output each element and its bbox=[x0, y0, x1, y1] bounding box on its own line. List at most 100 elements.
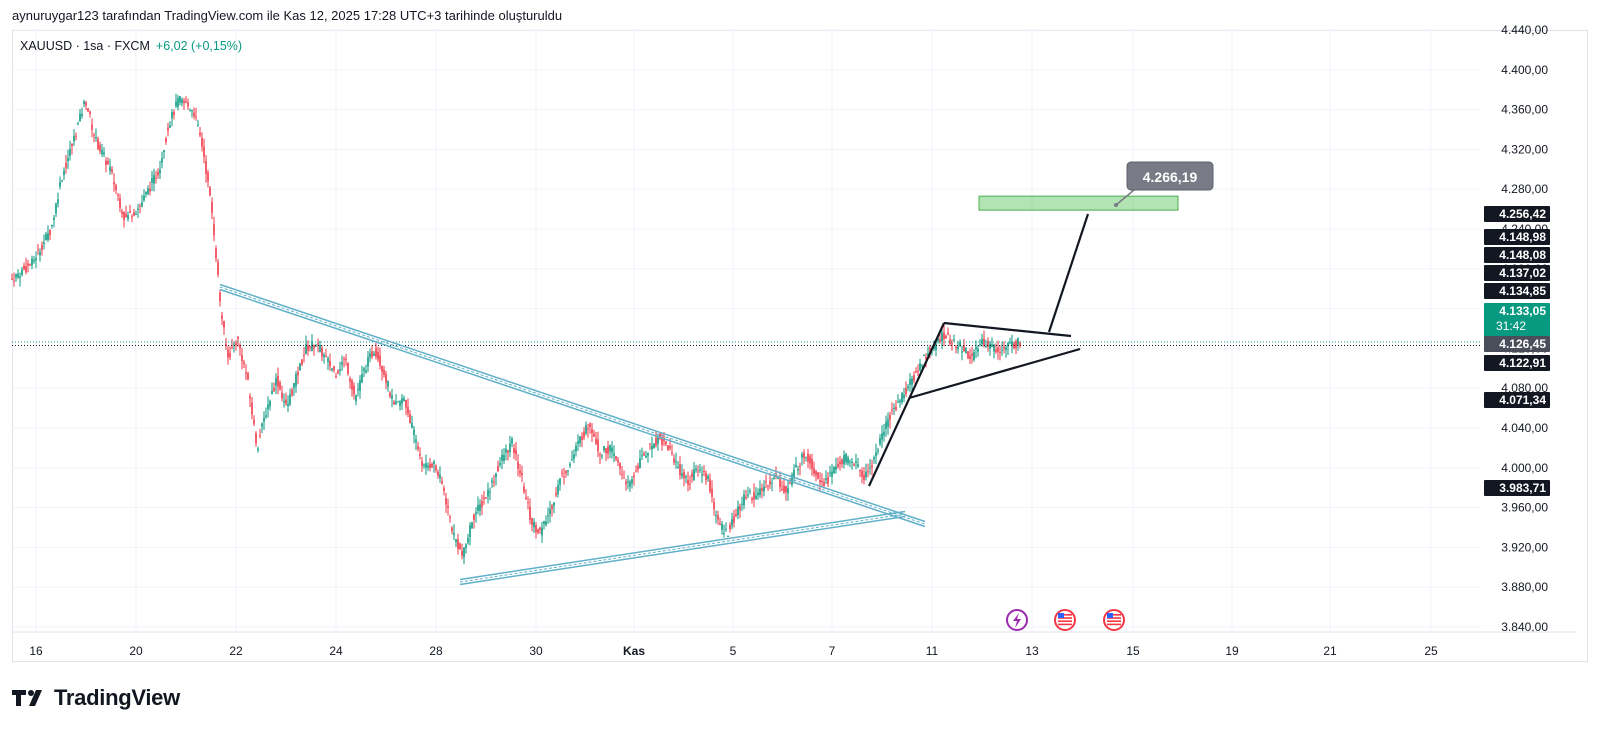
candle-body bbox=[611, 447, 613, 453]
candle bbox=[425, 454, 427, 475]
candle-body bbox=[395, 401, 397, 405]
candle bbox=[159, 160, 161, 179]
candle-body bbox=[899, 400, 901, 403]
candle bbox=[165, 136, 167, 145]
candle-body bbox=[977, 348, 979, 352]
candle bbox=[131, 214, 133, 222]
x-tick-label: 24 bbox=[329, 644, 343, 658]
candle-body bbox=[881, 433, 883, 440]
candle-body bbox=[19, 276, 21, 278]
x-tick-label: 16 bbox=[29, 644, 43, 658]
pennant-lower-line bbox=[908, 347, 1081, 400]
candle bbox=[719, 517, 721, 526]
candle bbox=[461, 543, 463, 560]
candle bbox=[103, 147, 105, 158]
candle bbox=[67, 149, 69, 169]
symbol-label[interactable]: XAUUSD · 1sa · FXCM bbox=[20, 39, 150, 53]
candle-body bbox=[125, 213, 127, 218]
candle bbox=[205, 155, 207, 183]
x-tick-label: 5 bbox=[730, 644, 737, 658]
candle-body bbox=[435, 465, 437, 471]
price-badge bbox=[1484, 480, 1550, 496]
candle-body bbox=[181, 99, 183, 104]
candle-body bbox=[559, 478, 561, 485]
candle bbox=[55, 202, 57, 217]
price-badge-label: 4.126,45 bbox=[1499, 337, 1546, 351]
candle-body bbox=[747, 494, 749, 496]
symbol-legend: XAUUSD · 1sa · FXCM +6,02 (+0,15%) bbox=[20, 39, 242, 53]
x-tick-label: Kas bbox=[623, 644, 645, 658]
candle-body bbox=[61, 180, 63, 182]
candle-body bbox=[557, 485, 559, 494]
candle-body bbox=[675, 461, 677, 463]
candle bbox=[713, 497, 715, 516]
candle bbox=[605, 448, 607, 461]
candle-body bbox=[1019, 343, 1021, 346]
candle-body bbox=[615, 456, 617, 460]
x-axis: 16 20 22 24 28 30 Kas 5 7 11 13 15 19 21 25 bbox=[12, 631, 1576, 658]
candle-body bbox=[1005, 347, 1007, 351]
candle-body bbox=[597, 439, 599, 452]
candle-body bbox=[525, 497, 527, 500]
price-badge-label: 4.256,42 bbox=[1499, 207, 1546, 221]
candle-body bbox=[285, 399, 287, 404]
candle bbox=[253, 415, 255, 427]
candle bbox=[297, 366, 299, 385]
candle bbox=[457, 533, 459, 555]
candle-body bbox=[225, 343, 227, 346]
candle bbox=[811, 453, 813, 476]
candle-body bbox=[549, 509, 551, 515]
candle-body bbox=[89, 111, 91, 114]
candle bbox=[339, 361, 341, 376]
candle bbox=[725, 522, 727, 532]
candle-body bbox=[729, 524, 731, 530]
candle-body bbox=[1001, 349, 1003, 351]
candle bbox=[223, 320, 225, 335]
candle-body bbox=[587, 428, 589, 430]
lower-trendline-mid bbox=[459, 513, 906, 583]
candle bbox=[613, 445, 615, 463]
candle-body bbox=[471, 522, 473, 529]
candle-body bbox=[365, 370, 367, 373]
candle bbox=[735, 508, 737, 518]
candle bbox=[489, 487, 491, 501]
candle bbox=[93, 132, 95, 143]
candle bbox=[481, 494, 483, 516]
candle bbox=[237, 336, 239, 347]
candle bbox=[641, 447, 643, 460]
candle-body bbox=[13, 280, 15, 282]
candle-body bbox=[649, 443, 651, 445]
candle bbox=[349, 376, 351, 389]
candle-body bbox=[845, 453, 847, 463]
brand-logo[interactable]: TradingView bbox=[12, 685, 180, 711]
candle-body bbox=[477, 505, 479, 511]
candle bbox=[1005, 344, 1007, 358]
candle-body bbox=[159, 169, 161, 174]
candle bbox=[1007, 342, 1009, 355]
candle bbox=[393, 400, 395, 405]
candle-body bbox=[821, 481, 823, 483]
candle-body bbox=[235, 342, 237, 345]
candle-body bbox=[85, 102, 87, 106]
candle bbox=[19, 272, 21, 287]
price-badge-label: 4.148,08 bbox=[1499, 248, 1546, 262]
candle bbox=[595, 431, 597, 446]
candle-body bbox=[443, 487, 445, 492]
candle bbox=[529, 498, 531, 525]
candle-body bbox=[167, 127, 169, 131]
candle-body bbox=[341, 362, 343, 365]
candle-body bbox=[201, 138, 203, 147]
candle bbox=[579, 436, 581, 447]
x-tick-label: 11 bbox=[926, 644, 939, 658]
candle bbox=[321, 345, 323, 362]
candle-body bbox=[807, 453, 809, 462]
candle-body bbox=[627, 481, 629, 483]
candle bbox=[379, 347, 381, 370]
candle-body bbox=[421, 461, 423, 466]
candle bbox=[791, 472, 793, 488]
candle bbox=[923, 354, 925, 357]
candle bbox=[889, 411, 891, 429]
candle-body bbox=[699, 469, 701, 471]
candle-body bbox=[553, 502, 555, 507]
